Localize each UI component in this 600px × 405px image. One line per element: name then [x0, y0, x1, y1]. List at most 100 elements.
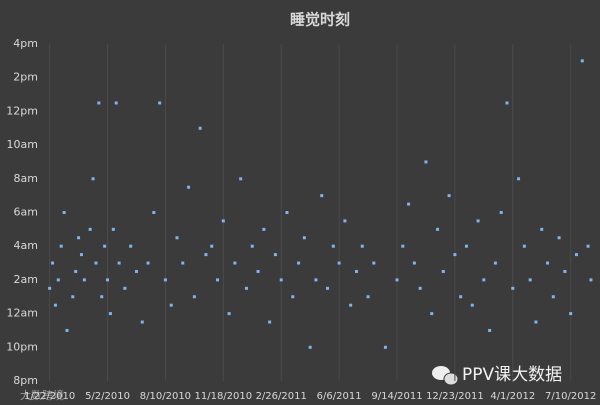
point [412, 261, 416, 265]
point [108, 312, 112, 316]
point [250, 244, 254, 248]
point [163, 278, 167, 282]
point [123, 286, 127, 290]
point [505, 101, 509, 105]
point [56, 278, 60, 282]
y-tick-label: 6am [14, 206, 38, 219]
point [372, 261, 376, 265]
point [534, 320, 538, 324]
point [103, 244, 107, 248]
point [140, 320, 144, 324]
point [91, 177, 95, 181]
point [152, 211, 156, 214]
watermark: PPV课大数据 [462, 365, 562, 385]
point [441, 269, 445, 273]
point [210, 244, 214, 248]
y-tick-label: 10am [7, 138, 38, 151]
point [244, 286, 248, 290]
point [117, 261, 121, 265]
point [314, 278, 318, 282]
point [430, 312, 434, 316]
point [74, 269, 78, 273]
point [476, 219, 480, 223]
point [360, 244, 364, 248]
point [354, 269, 358, 273]
point [337, 261, 341, 265]
point [233, 261, 237, 265]
point [366, 295, 370, 299]
point [71, 295, 75, 299]
x-tick-label: 5/2/2010 [85, 391, 130, 402]
point [79, 253, 83, 257]
point [331, 244, 335, 248]
point [268, 320, 272, 324]
point [401, 244, 405, 248]
point [181, 261, 185, 265]
point [106, 278, 110, 282]
point [407, 202, 411, 206]
point [279, 278, 283, 282]
point [459, 295, 463, 299]
y-tick-label: 12pm [6, 104, 38, 117]
point [221, 219, 225, 223]
point [528, 278, 532, 282]
x-tick-label: 9/14/2011 [371, 391, 422, 402]
point [262, 227, 266, 231]
point [580, 59, 584, 63]
point [447, 194, 451, 198]
point [77, 236, 81, 240]
point [134, 269, 138, 273]
point [586, 244, 590, 248]
x-tick-label: 11/18/2010 [194, 391, 252, 402]
point [285, 211, 289, 214]
point [129, 244, 133, 248]
point [187, 185, 191, 189]
point [436, 227, 440, 231]
point [517, 177, 521, 181]
x-tick-label: 7/10/2012 [545, 391, 596, 402]
point [551, 295, 555, 299]
point [62, 211, 66, 214]
point [589, 278, 593, 282]
point [216, 278, 220, 282]
point [239, 177, 243, 181]
point [563, 269, 567, 273]
point [273, 253, 277, 257]
point [175, 236, 179, 240]
point [65, 328, 69, 332]
y-tick-label: 8pm [13, 374, 38, 387]
point [114, 101, 118, 105]
point [383, 345, 387, 349]
point [158, 101, 162, 105]
point [302, 236, 306, 240]
point [482, 278, 486, 282]
point [574, 253, 578, 257]
x-tick-label: 4/1/2012 [490, 391, 535, 402]
point [192, 295, 196, 299]
chart-title: 睡觉时刻 [290, 11, 350, 29]
point [470, 303, 474, 307]
point [320, 194, 324, 198]
point [540, 227, 544, 231]
point [100, 295, 104, 299]
point [97, 101, 101, 105]
point [227, 312, 231, 316]
point [291, 295, 295, 299]
point [343, 219, 347, 223]
point [82, 278, 86, 282]
point [546, 261, 550, 265]
point [349, 303, 353, 307]
point [204, 253, 208, 257]
point [569, 312, 573, 316]
x-tick-label: 2/26/2011 [256, 391, 307, 402]
point [493, 261, 497, 265]
point [53, 303, 57, 307]
point [488, 328, 492, 332]
y-tick-label: 12am [7, 307, 38, 320]
x-tick-label: 1/22/2010 [24, 391, 75, 402]
point [59, 244, 63, 248]
point [198, 126, 202, 130]
point [146, 261, 150, 265]
